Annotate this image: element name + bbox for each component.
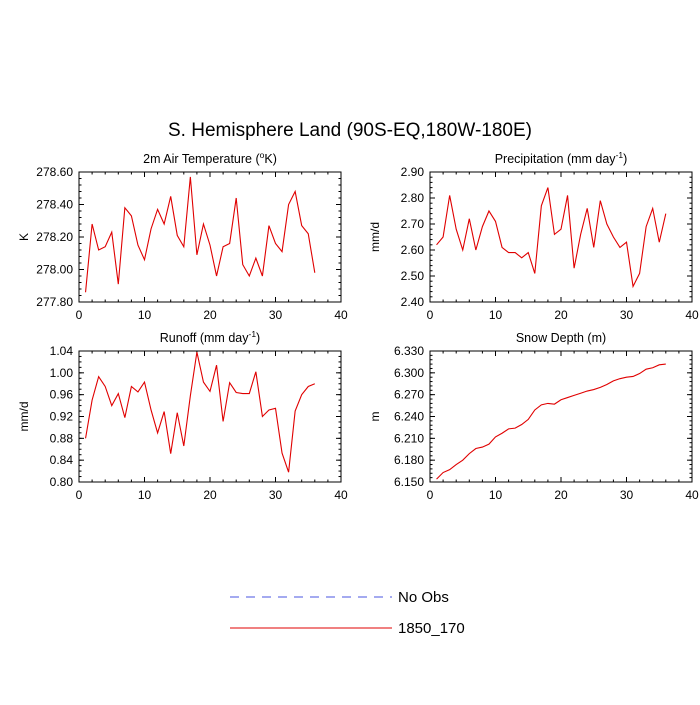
x-tick-label: 0 [427, 488, 434, 502]
legend-label-1850-170: 1850_170 [398, 620, 465, 637]
x-tick-label: 20 [554, 308, 568, 322]
x-tick-label: 10 [138, 308, 152, 322]
panel-runoff: 0 10 20 30 40 0.80 0.84 0.88 0.92 0.96 1.00 1.04 mm/… [17, 329, 348, 502]
x-tick-label: 0 [76, 488, 83, 502]
x-tick-label: 20 [203, 308, 217, 322]
legend-label-no-obs: No Obs [398, 589, 449, 606]
y-tick-label: 0.88 [50, 431, 74, 445]
y-tick-label: 2.80 [401, 191, 425, 205]
x-tick-label: 10 [489, 308, 503, 322]
x-tick-label: 40 [334, 488, 348, 502]
series-line-snow-depth [436, 363, 666, 480]
y-tick-label: 277.80 [36, 295, 73, 309]
x-tick-label: 30 [620, 308, 634, 322]
x-tick-label: 10 [489, 488, 503, 502]
x-tick-label: 0 [76, 308, 83, 322]
y-tick-label: 278.00 [36, 263, 73, 277]
panel-title-precipitation: Precipitation (mm day-1) [495, 150, 628, 166]
series-line-air-temperature [85, 176, 316, 293]
panel-snow-depth: 0 10 20 30 40 6.150 6.180 6.210 6.240 6.270 6.300 6… [368, 331, 699, 502]
y-axis-label-runoff: mm/d [17, 402, 31, 432]
x-tick-label: 30 [269, 308, 283, 322]
series-line-runoff [85, 351, 316, 473]
y-tick-label: 6.240 [394, 410, 424, 424]
x-tick-label: 30 [620, 488, 634, 502]
y-tick-label: 2.50 [401, 269, 425, 283]
y-tick-label: 1.04 [50, 344, 74, 358]
panel-title-runoff: Runoff (mm day-1) [160, 329, 260, 345]
panels-group: 0 10 20 30 40 277.80 278.00 278.20 278.40 278.60 K… [17, 150, 699, 502]
x-tick-label: 10 [138, 488, 152, 502]
y-tick-label: 278.60 [36, 165, 73, 179]
panel-title-snow-depth: Snow Depth (m) [516, 331, 606, 345]
y-tick-label: 0.92 [50, 410, 74, 424]
panel-precipitation: 0 10 20 30 40 2.40 2.50 2.60 2.70 2.80 2.90 mm/d Pre… [368, 150, 699, 322]
y-tick-label: 0.80 [50, 475, 74, 489]
y-tick-label: 2.40 [401, 295, 425, 309]
y-tick-label: 6.210 [394, 431, 424, 445]
x-tick-label: 40 [685, 488, 699, 502]
y-tick-label: 2.60 [401, 243, 425, 257]
y-tick-label: 6.150 [394, 475, 424, 489]
x-tick-label: 20 [554, 488, 568, 502]
y-tick-label: 6.330 [394, 344, 424, 358]
x-tick-label: 30 [269, 488, 283, 502]
panel-title-air-temperature: 2m Air Temperature (oK) [143, 150, 277, 166]
x-tick-label: 20 [203, 488, 217, 502]
figure-title: S. Hemisphere Land (90S-EQ,180W-180E) [168, 120, 532, 141]
y-tick-label: 6.300 [394, 366, 424, 380]
y-axis-label-snow-depth: m [368, 412, 382, 422]
x-tick-label: 40 [685, 308, 699, 322]
y-tick-label: 0.96 [50, 388, 74, 402]
y-tick-label: 0.84 [50, 453, 74, 467]
y-axis-label-air-temperature: K [17, 233, 31, 241]
y-axis-label-precipitation: mm/d [368, 222, 382, 252]
y-tick-label: 278.20 [36, 230, 73, 244]
y-tick-label: 2.90 [401, 165, 425, 179]
y-tick-label: 6.270 [394, 388, 424, 402]
y-tick-label: 278.40 [36, 198, 73, 212]
y-tick-label: 6.180 [394, 453, 424, 467]
series-line-precipitation [436, 187, 667, 289]
panel-air-temperature: 0 10 20 30 40 277.80 278.00 278.20 278.40 278.60 K… [17, 150, 348, 322]
x-tick-label: 0 [427, 308, 434, 322]
y-tick-label: 1.00 [50, 366, 74, 380]
x-tick-label: 40 [334, 308, 348, 322]
legend: No Obs 1850_170 [230, 589, 465, 637]
y-tick-label: 2.70 [401, 217, 425, 231]
